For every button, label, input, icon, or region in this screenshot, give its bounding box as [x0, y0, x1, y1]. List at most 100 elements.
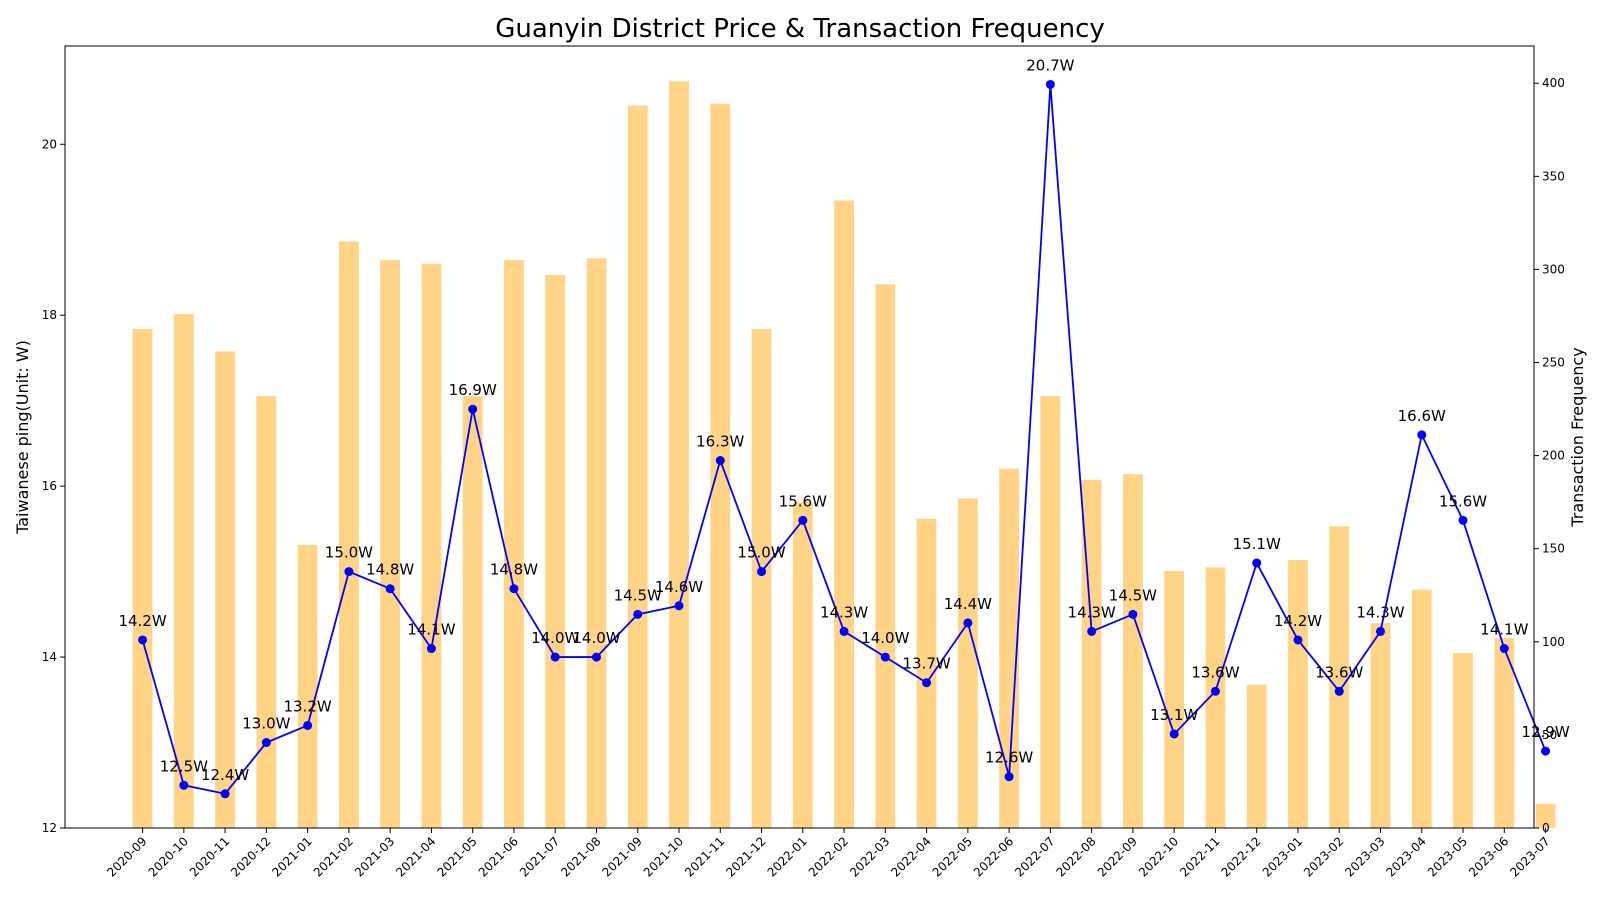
price-label-2022-09: 14.5W	[1109, 586, 1157, 604]
x-tick-label-2021-04: 2021-04	[393, 834, 438, 879]
price-point-2023-05	[1458, 515, 1468, 525]
price-label-2021-11: 16.3W	[696, 433, 744, 451]
bar-2022-11	[1205, 567, 1226, 828]
price-label-2023-06: 14.1W	[1480, 621, 1528, 639]
price-point-2022-02	[839, 626, 849, 636]
x-tick-label-2022-11: 2022-11	[1177, 834, 1222, 879]
price-point-2021-06	[509, 584, 519, 594]
bar-2022-10	[1164, 571, 1185, 828]
price-label-2022-11: 13.6W	[1191, 663, 1239, 681]
price-label-2022-01: 15.6W	[779, 492, 827, 510]
price-point-2023-04	[1417, 430, 1427, 440]
price-point-2023-01	[1293, 635, 1303, 645]
plot-frame	[64, 45, 1535, 829]
x-tick-label-2021-06: 2021-06	[476, 834, 521, 879]
price-point-2020-10	[179, 780, 189, 790]
price-label-2022-03: 14.0W	[861, 629, 909, 647]
price-point-2022-12	[1252, 558, 1262, 568]
bar-2021-02	[338, 241, 359, 828]
bar-2021-03	[380, 260, 401, 828]
right-tick-label-50: 50	[1542, 728, 1557, 742]
price-point-2023-02	[1334, 686, 1344, 696]
right-tick-label-250: 250	[1542, 356, 1565, 370]
x-tick-label-2023-05: 2023-05	[1425, 834, 1470, 879]
price-label-2022-10: 13.1W	[1150, 706, 1198, 724]
price-point-2023-06	[1499, 644, 1509, 654]
right-tick-label-200: 200	[1542, 449, 1565, 463]
bar-2022-07	[1040, 396, 1061, 828]
bar-2020-11	[215, 351, 236, 828]
bar-2021-05	[462, 396, 483, 828]
right-tick-label-100: 100	[1542, 635, 1565, 649]
x-tick-label-2020-12: 2020-12	[228, 834, 273, 879]
bar-2023-04	[1411, 589, 1432, 828]
bar-2023-05	[1453, 652, 1473, 828]
x-tick-label-2023-02: 2023-02	[1301, 834, 1346, 879]
x-tick-label-2022-08: 2022-08	[1053, 834, 1098, 879]
price-label-2022-05: 14.4W	[944, 595, 992, 613]
x-tick-label-2020-09: 2020-09	[104, 834, 149, 879]
x-tick-label-2022-05: 2022-05	[930, 834, 975, 879]
price-point-2021-03	[385, 584, 395, 594]
bar-2022-02	[834, 200, 854, 829]
x-tick-label-2021-01: 2021-01	[269, 834, 314, 879]
price-label-2022-12: 15.1W	[1233, 535, 1281, 553]
bar-2023-01	[1288, 559, 1308, 828]
right-tick-label-150: 150	[1542, 542, 1565, 556]
price-point-2021-07	[550, 652, 560, 662]
bar-2021-07	[545, 275, 566, 828]
price-label-2021-05: 16.9W	[449, 381, 497, 399]
x-tick-label-2022-03: 2022-03	[847, 834, 892, 879]
bar-2022-04	[916, 518, 937, 828]
price-point-2022-08	[1087, 626, 1097, 636]
x-tick-label-2022-01: 2022-01	[765, 834, 810, 879]
price-point-2021-12	[757, 567, 767, 577]
price-label-2020-10: 12.5W	[160, 757, 208, 775]
price-label-2023-03: 14.3W	[1356, 603, 1404, 621]
price-point-2021-08	[591, 652, 601, 662]
x-tick-label-2022-10: 2022-10	[1136, 834, 1181, 879]
price-point-2021-05	[468, 404, 478, 414]
right-tick-label-400: 400	[1542, 76, 1565, 90]
x-tick-label-2023-01: 2023-01	[1260, 834, 1305, 879]
x-tick-label-2021-12: 2021-12	[723, 834, 768, 879]
price-point-2022-10	[1169, 729, 1179, 739]
price-label-2020-12: 13.0W	[242, 715, 290, 733]
price-label-2021-02: 15.0W	[325, 544, 373, 562]
right-axis-label: Transaction Frequency	[1568, 347, 1587, 527]
price-point-2023-03	[1376, 626, 1385, 636]
price-label-2021-10: 14.6W	[655, 578, 703, 596]
price-point-2022-03	[880, 652, 890, 662]
bar-2022-01	[792, 502, 813, 828]
x-tick-label-2023-03: 2023-03	[1342, 834, 1387, 879]
chart-title: Guanyin District Price & Transaction Fre…	[495, 14, 1105, 44]
bar-2023-07	[1535, 803, 1556, 828]
price-label-2021-06: 14.8W	[490, 561, 538, 579]
price-point-2020-12	[261, 738, 271, 748]
price-point-2022-11	[1210, 686, 1220, 696]
price-label-2021-04: 14.1W	[407, 621, 455, 639]
price-point-2021-04	[426, 644, 436, 654]
x-tick-label-2022-06: 2022-06	[971, 834, 1016, 879]
x-tick-label-2021-08: 2021-08	[558, 834, 603, 879]
price-point-2021-11	[715, 456, 725, 465]
price-point-2020-11	[220, 789, 230, 799]
bar-2022-12	[1246, 684, 1267, 828]
bar-2023-06	[1494, 638, 1515, 828]
price-label-2020-09: 14.2W	[118, 612, 166, 630]
price-point-2022-05	[963, 618, 973, 628]
bar-2021-09	[627, 105, 648, 828]
right-tick-label-350: 350	[1542, 169, 1565, 183]
price-label-2021-03: 14.8W	[366, 561, 414, 579]
x-tick-label-2021-11: 2021-11	[682, 834, 727, 879]
x-tick-label-2022-07: 2022-07	[1012, 834, 1057, 879]
price-label-2022-02: 14.3W	[820, 603, 868, 621]
x-tick-label-2021-07: 2021-07	[517, 834, 562, 879]
bar-2021-04	[421, 263, 442, 829]
price-label-2021-01: 13.2W	[284, 697, 332, 715]
price-point-2021-10	[674, 601, 684, 611]
x-tick-label-2022-04: 2022-04	[888, 834, 933, 879]
right-tick-label-300: 300	[1542, 262, 1565, 276]
